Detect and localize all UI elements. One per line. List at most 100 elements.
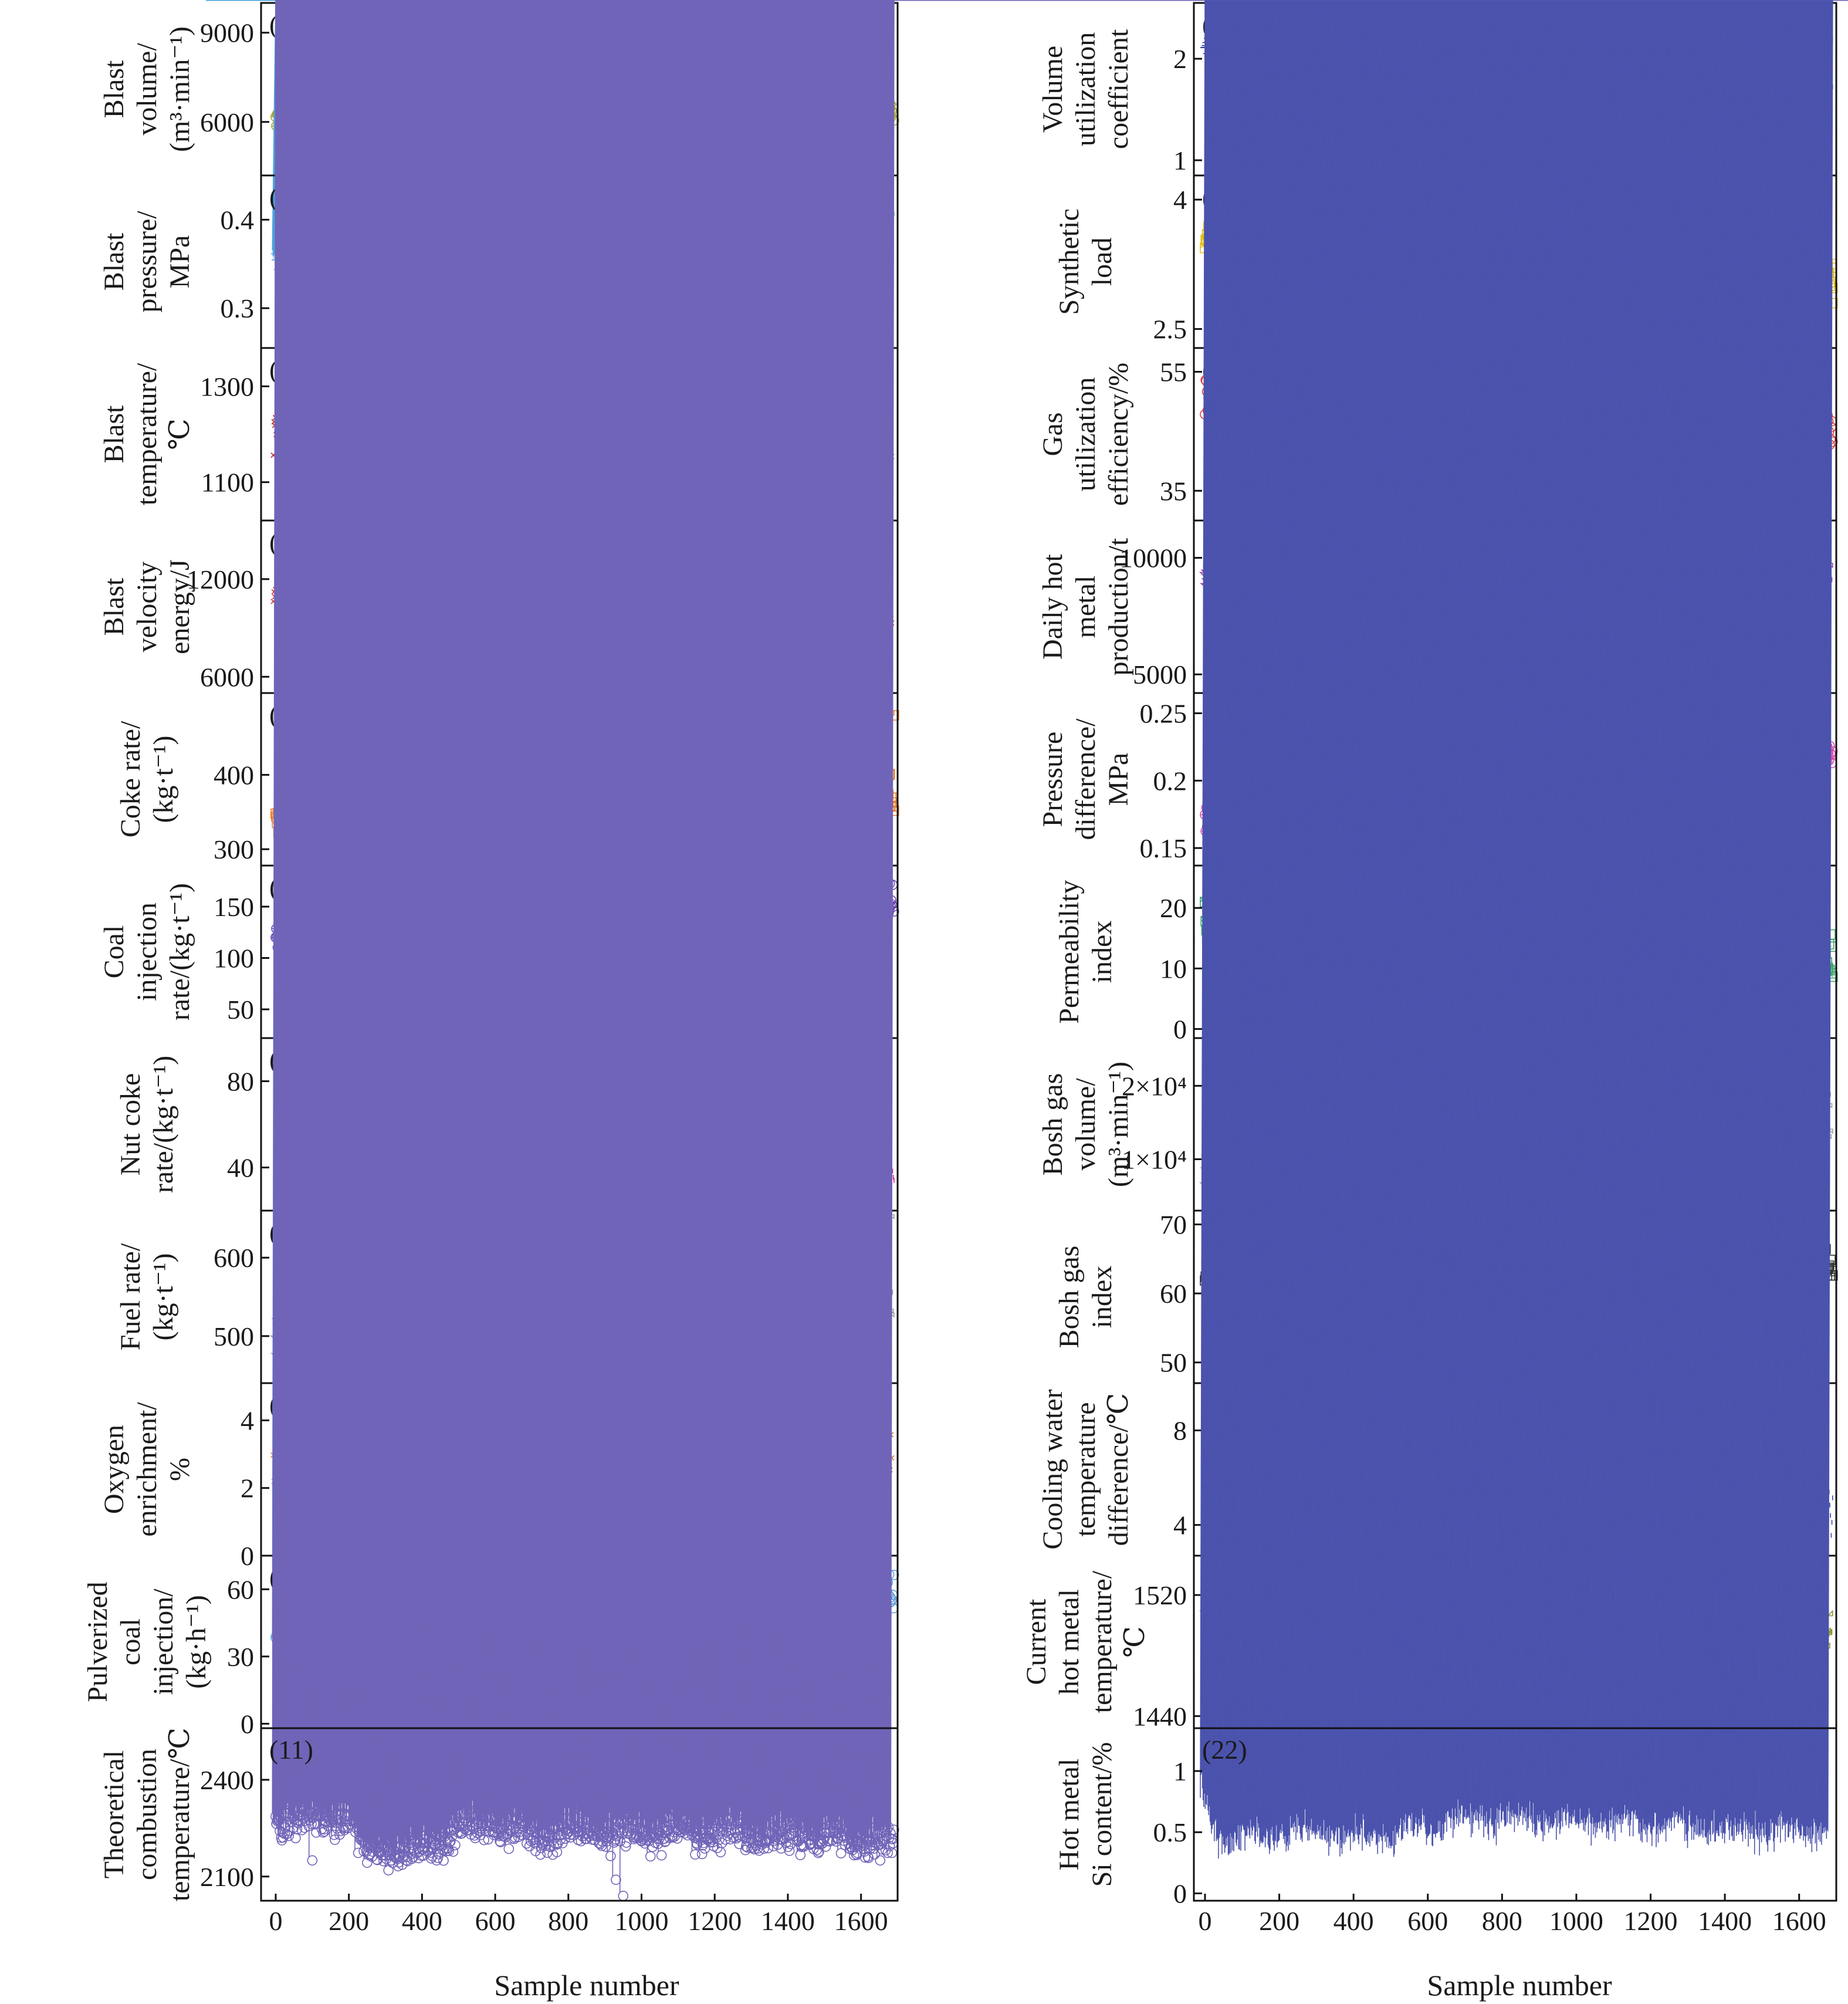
y-axis-label: Bosh gasvolume/(m³·min⁻¹) — [1037, 1062, 1134, 1187]
y-axis-label: Syntheticload — [1054, 208, 1118, 315]
y-axis-label-line: Bosh gas — [1037, 1073, 1068, 1176]
y-axis-label-line: energy/J — [164, 559, 195, 654]
x-tick-label: 1000 — [1549, 1906, 1603, 1936]
y-axis-label: Nut cokerate/(kg·t⁻¹) — [115, 1056, 179, 1193]
y-axis-label: Blastvelocityenergy/J — [99, 559, 195, 654]
y-axis-label-line: (m³·min⁻¹) — [1103, 1062, 1134, 1187]
y-axis-label-line: coal — [115, 1618, 146, 1665]
x-tick-label: 800 — [548, 1906, 588, 1936]
y-axis-label-line: pressure/ — [131, 211, 163, 313]
y-axis-label-line: temperature/ — [131, 363, 163, 505]
y-axis-label-line: Synthetic — [1054, 208, 1085, 315]
y-tick-label: 1520 — [1133, 1580, 1187, 1610]
y-axis-label-line: Volume — [1037, 46, 1068, 133]
y-tick-label: 8 — [1173, 1416, 1187, 1446]
y-tick-label: 30 — [227, 1642, 254, 1672]
y-axis-label: Volumeutilizationcoefficient — [1037, 29, 1134, 149]
y-axis-label-line: Hot metal — [1054, 1759, 1085, 1871]
x-tick-label: 0 — [269, 1906, 282, 1936]
y-tick-label: 1100 — [201, 468, 254, 498]
y-axis-label-line: index — [1087, 921, 1118, 984]
y-axis-label-line: MPa — [1103, 753, 1134, 806]
y-axis-label: Blastvolume/(m³·min⁻¹) — [99, 26, 195, 152]
panel-label: (11) — [269, 1735, 313, 1765]
y-axis-label-line: efficiency/% — [1103, 363, 1134, 506]
y-tick-label: 0.25 — [1140, 698, 1187, 728]
plot-frame — [1193, 1727, 1837, 1902]
y-axis-label-line: Theoretical — [99, 1750, 130, 1879]
x-tick-label: 1600 — [834, 1906, 888, 1936]
y-tick-label: 2400 — [200, 1765, 254, 1795]
y-tick-label: 1×10⁴ — [1122, 1144, 1187, 1174]
y-axis-label-line: production/t — [1103, 538, 1134, 675]
y-tick-label: 4 — [241, 1405, 254, 1435]
y-axis-label-line: Nut coke — [115, 1073, 146, 1176]
y-axis-label-line: (kg·t⁻¹) — [148, 735, 179, 823]
y-tick-label: 50 — [227, 995, 254, 1025]
y-tick-label: 0.2 — [1153, 766, 1187, 796]
y-tick-label: 35 — [1160, 476, 1187, 506]
y-tick-label: 55 — [1160, 357, 1187, 387]
y-axis-label: Hot metalSi content/% — [1054, 1742, 1118, 1887]
y-axis-label: Gasutilizationefficiency/% — [1037, 363, 1134, 506]
x-tick-label: 0 — [1198, 1906, 1211, 1936]
y-tick-label: 5000 — [1133, 660, 1187, 690]
y-tick-label: 150 — [214, 892, 254, 922]
x-tick-label: 1200 — [1624, 1906, 1678, 1936]
y-axis-label: Pulverizedcoalinjection/(kg·h⁻¹) — [82, 1581, 212, 1702]
y-axis-label: Oxygenenrichment/% — [99, 1402, 195, 1537]
y-axis-label-line: % — [164, 1458, 195, 1481]
y-axis-label: Permeabilityindex — [1054, 880, 1118, 1023]
y-tick-label: 40 — [227, 1153, 254, 1183]
y-axis-label-line: combustion — [131, 1749, 163, 1880]
x-tick-label: 1000 — [615, 1906, 669, 1936]
y-tick-label: 50 — [1160, 1348, 1187, 1378]
y-tick-label: 0.3 — [221, 293, 255, 323]
y-tick-label: 9000 — [200, 18, 254, 48]
y-axis-label-line: Current — [1021, 1599, 1052, 1685]
series-points — [1200, 0, 1833, 1859]
y-axis-label-line: load — [1087, 238, 1118, 286]
y-axis-label-line: index — [1087, 1266, 1118, 1329]
y-tick-label: 0 — [1173, 1015, 1187, 1045]
y-axis-label-line: temperature/ — [1087, 1570, 1118, 1713]
y-axis-label: Coke rate/(kg·t⁻¹) — [115, 721, 179, 837]
y-tick-label: 0 — [1173, 1878, 1187, 1908]
y-tick-label: 10000 — [1119, 543, 1187, 573]
y-axis-label-line: Oxygen — [99, 1425, 130, 1514]
y-tick-label: 2 — [241, 1474, 254, 1503]
y-tick-label: 0.15 — [1140, 833, 1187, 863]
y-axis-label-line: Blast — [99, 232, 130, 290]
y-axis-label-line: Blast — [99, 577, 130, 636]
y-axis-label-line: difference/℃ — [1103, 1393, 1134, 1546]
x-tick-label: 800 — [1482, 1906, 1522, 1936]
y-tick-label: 100 — [214, 944, 254, 974]
y-tick-label: 2 — [1173, 44, 1187, 74]
y-tick-label: 1 — [1173, 1756, 1187, 1786]
y-axis-label-line: ℃ — [1119, 1626, 1150, 1658]
y-axis-label-line: Bosh gas — [1054, 1246, 1085, 1349]
x-tick-label: 1400 — [1698, 1906, 1752, 1936]
y-axis-label-line: Permeability — [1054, 880, 1085, 1023]
y-axis-label: Theoreticalcombustiontemperature/℃ — [99, 1728, 195, 1901]
y-axis-label: Blastpressure/MPa — [99, 211, 195, 313]
x-axis-label-left: Sample number — [494, 1969, 679, 2002]
plot-frame — [260, 1727, 899, 1902]
y-tick-label: 6000 — [200, 107, 254, 137]
y-axis-label-line: utilization — [1070, 377, 1101, 492]
y-tick-label: 60 — [227, 1574, 254, 1604]
y-axis-label-line: Blast — [99, 405, 130, 463]
y-tick-label: 80 — [227, 1067, 254, 1097]
y-axis-label: Fuel rate/(kg·t⁻¹) — [115, 1243, 179, 1350]
panel-label: (22) — [1202, 1735, 1247, 1765]
y-axis-label-line: volume/ — [131, 43, 163, 136]
y-tick-label: 60 — [1160, 1279, 1187, 1309]
y-axis-label-line: injection/ — [148, 1589, 179, 1695]
y-tick-label: 6000 — [200, 662, 254, 692]
y-tick-label: 70 — [1160, 1210, 1187, 1240]
y-axis-label-line: injection — [131, 903, 163, 1001]
y-tick-label: 10 — [1160, 954, 1187, 984]
y-axis-label-line: Si content/% — [1087, 1742, 1118, 1887]
y-tick-label: 2×10⁴ — [1122, 1071, 1187, 1101]
